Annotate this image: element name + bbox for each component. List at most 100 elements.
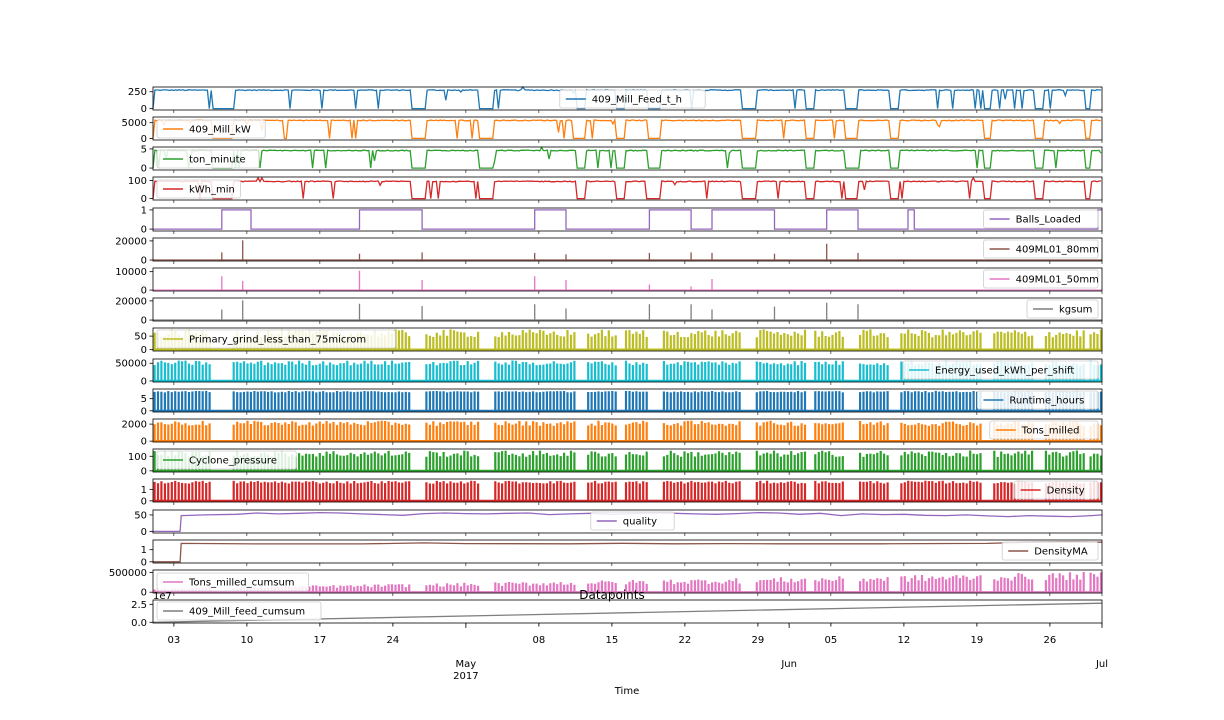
legend-label: 409_Mill_kW [189, 125, 251, 136]
legend-label: 409ML01_50mm [1016, 275, 1099, 286]
y-tick-label: 0 [141, 286, 147, 297]
y-tick-label: 50 [134, 332, 147, 343]
panel-frame [152, 267, 1103, 292]
x-tick-label: 12 [897, 635, 910, 646]
panel-409_Mill_kW: 5000 0 409_Mill_kW [122, 116, 1103, 145]
x-tick-label: 10 [240, 635, 253, 646]
x-tick-label: 2017 [453, 671, 478, 682]
legend-ton_minute: ton_minute [156, 149, 260, 169]
y-tick-label: 250 [128, 87, 147, 98]
x-tick-label: 08 [532, 635, 545, 646]
series-line-409ML01_80mm [153, 240, 1102, 261]
legend-box [156, 179, 241, 199]
y-tick-label: 10000 [115, 267, 147, 278]
legend-box [156, 119, 266, 139]
y-tick-label: 2.5 [131, 600, 147, 611]
legend-Primary_grind_less_than_75microm: Primary_grind_less_than_75microm [156, 329, 396, 349]
x-tick-label: 17 [313, 635, 326, 646]
legend-box [902, 360, 1099, 380]
y-tick-label: 2000 [122, 420, 147, 431]
x-tick-label: Jul [1095, 659, 1108, 670]
legend-label: Energy_used_kWh_per_shift [935, 366, 1074, 377]
panel-frame [152, 599, 1103, 624]
y-tick-label: 5 [141, 144, 147, 155]
y-tick-label: 0 [141, 466, 147, 477]
x-tick-label: 15 [605, 635, 618, 646]
y-tick-label: 0 [141, 376, 147, 387]
y-tick-label: 0.0 [131, 618, 147, 629]
legend-label: Tons_milled [1021, 426, 1080, 437]
legend-box [156, 601, 322, 621]
legend-box [983, 239, 1099, 259]
panel-Cyclone_pressure: 100 0 Cyclone_pressure [128, 448, 1103, 477]
x-tick-label: 26 [1043, 635, 1056, 646]
x-tick-label: 05 [824, 635, 837, 646]
series-line-409_Mill_kW [152, 117, 1102, 140]
panel-frame [152, 297, 1103, 322]
y-tick-label: 0 [141, 527, 147, 538]
legend-Density: Density [1014, 480, 1099, 500]
y-tick-label: 100 [128, 176, 147, 187]
legend-label: kWh_min [189, 185, 235, 196]
y-tick-label: 1 [141, 485, 147, 496]
legend-409_Mill_kW: 409_Mill_kW [156, 119, 266, 139]
y-tick-label: 0 [141, 316, 147, 327]
legend-label: Runtime_hours [1009, 396, 1084, 407]
x-tick-label: 03 [167, 635, 180, 646]
panel-frame [152, 539, 1103, 564]
x-tick-label: Jun [780, 659, 797, 670]
chart-panels: 2500409_Mill_Feed_t_h50000409_Mill_kW50t… [109, 85, 1103, 629]
panel-409ML01_50mm: 10000 0 409ML01_50mm [115, 267, 1103, 297]
y-tick-label: 0 [141, 406, 147, 417]
legend-Tons_milled_cumsum: Tons_milled_cumsum [156, 572, 310, 592]
series-line-DensityMA [153, 541, 1103, 563]
legend-label: DensityMA [1034, 547, 1088, 558]
panel-Runtime_hours: 50 Runtime_hours [141, 388, 1103, 417]
legend-box [983, 269, 1099, 289]
panel-Primary_grind_less_than_75microm: 50 0 Primary_grind_less_than_75microm [134, 327, 1103, 356]
panel-Tons_milled_cumsum: 500000 0 Tons_milled_cumsum [109, 568, 1103, 599]
legend-label: 409_Mill_feed_cumsum [189, 607, 305, 618]
legend-Energy_used_kWh_per_shift: Energy_used_kWh_per_shift [902, 360, 1099, 380]
series-line-kWh_min [152, 176, 1101, 200]
series-line-Runtime_hours [153, 390, 1103, 412]
y-tick-label: 0 [141, 225, 147, 236]
panel-kWh_min: 100 0 kWh_min [128, 176, 1103, 205]
legend-box [156, 329, 396, 349]
panel-Energy_used_kWh_per_shift: 50000 0 Energy_used_kWh_per_shift [115, 358, 1103, 387]
legend-label: Balls_Loaded [1016, 215, 1081, 226]
legend-kgsum: kgsum [1026, 299, 1099, 319]
legend-label: Tons_milled_cumsum [188, 578, 295, 589]
x-tick-label: May [456, 659, 477, 670]
panel-kgsum: 20000 0 kgsum [115, 296, 1103, 327]
legend-Tons_milled: Tons_milled [989, 420, 1099, 440]
y-tick-label: 0 [141, 588, 147, 599]
y-tick-label: 500000 [109, 568, 147, 579]
panel-409_Mill_Feed_t_h: 250 0 409_Mill_Feed_t_h [128, 85, 1103, 115]
chart-title: Datapoints [579, 588, 645, 602]
panel-frame [152, 116, 1103, 141]
x-tick-label: 19 [970, 635, 983, 646]
legend-quality: quality [590, 511, 675, 531]
series-line-Balls_Loaded [153, 209, 1102, 230]
series-line-Tons_milled [153, 420, 1103, 443]
y-tick-label: 0 [141, 557, 147, 568]
y-tick-label: 0 [141, 134, 147, 145]
panel-frame [152, 358, 1103, 383]
legend-box [1026, 299, 1099, 319]
legend-DensityMA: DensityMA [1001, 541, 1099, 561]
legend-box [1014, 480, 1099, 500]
legend-box [590, 511, 675, 531]
panel-frame [152, 569, 1103, 594]
legend-box [983, 209, 1099, 229]
panel-DensityMA: 10 DensityMA [141, 539, 1103, 568]
legend-label: 409ML01_80mm [1016, 245, 1099, 256]
y-tick-label: 1 [141, 205, 147, 216]
legend-box [989, 420, 1099, 440]
panel-frame [152, 86, 1103, 111]
legend-409_Mill_Feed_t_h: 409_Mill_Feed_t_h [559, 89, 706, 109]
legend-box [977, 390, 1099, 410]
y-tick-label: 0 [141, 345, 147, 356]
y-tick-label: 0 [141, 437, 147, 448]
